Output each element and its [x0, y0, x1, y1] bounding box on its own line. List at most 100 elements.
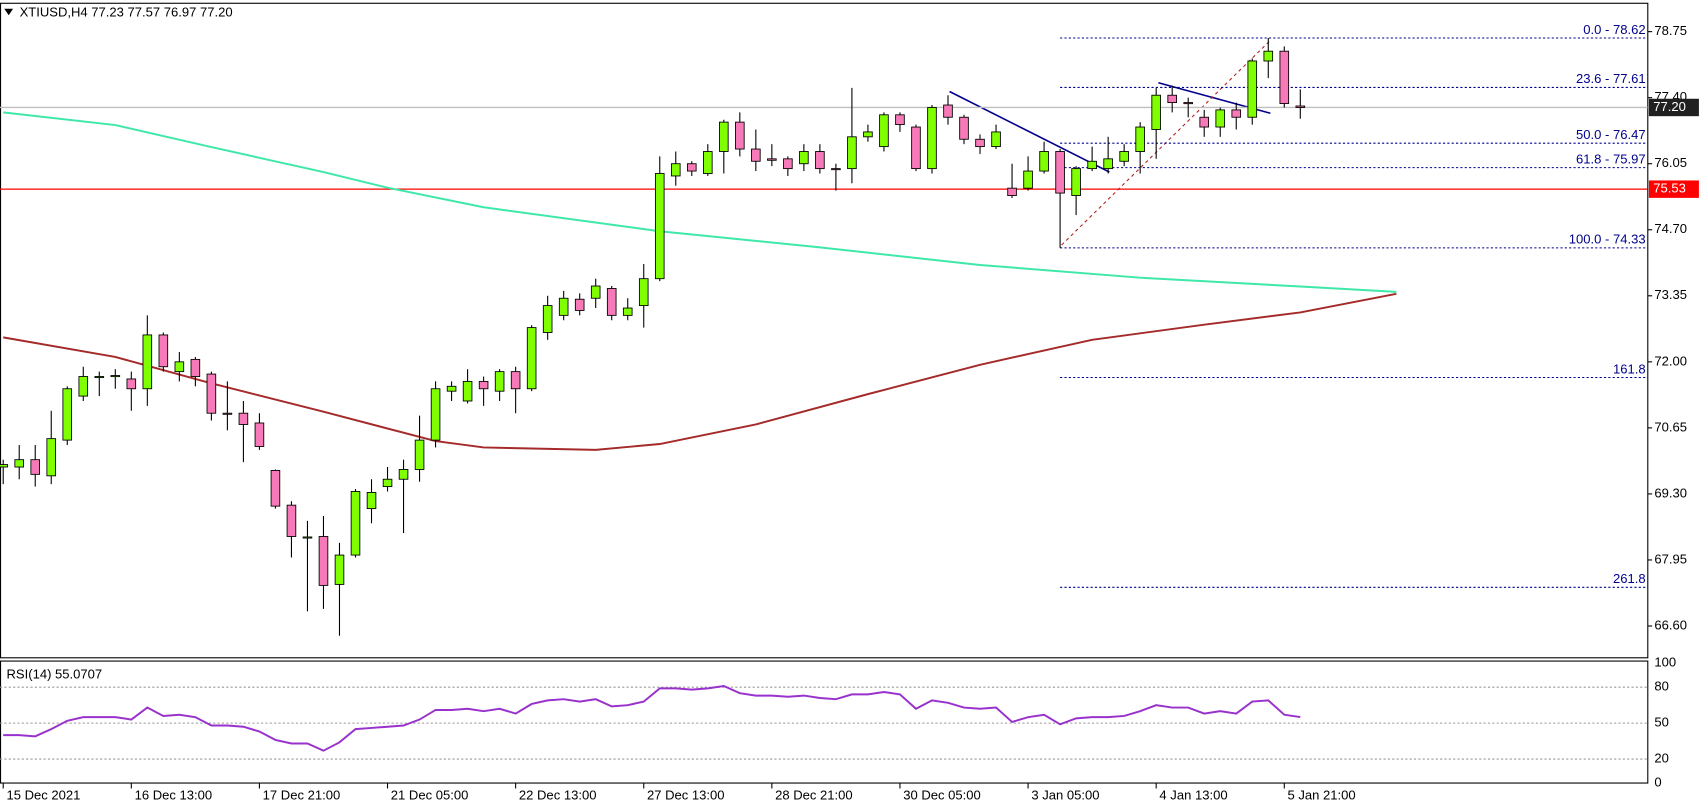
candle-body — [895, 114, 905, 126]
x-tick-label: 22 Dec 13:00 — [519, 788, 597, 803]
rsi-label: RSI(14) 55.0707 — [7, 667, 103, 682]
candle-body — [190, 358, 201, 377]
candle-body — [991, 131, 1001, 148]
x-tick-label: 28 Dec 21:00 — [775, 788, 853, 803]
candle-body — [751, 148, 761, 162]
candle-body — [286, 504, 297, 537]
candle-body — [478, 380, 489, 390]
candle-body — [398, 469, 409, 480]
candle-body — [222, 412, 233, 415]
rsi-plot — [0, 684, 1648, 760]
candle-body — [1247, 60, 1258, 118]
y-tick-label: 70.65 — [1654, 419, 1687, 434]
candle-body — [719, 121, 729, 152]
candle-body — [590, 285, 601, 299]
moving-average — [3, 292, 1397, 451]
candle-body — [1183, 102, 1193, 105]
candle-body — [1007, 187, 1017, 196]
rsi-tick-label: 50 — [1654, 715, 1669, 730]
candle-body — [318, 536, 329, 586]
candle-body — [686, 163, 697, 172]
y-tick-label: 66.60 — [1654, 617, 1687, 632]
x-tick-label: 27 Dec 13:00 — [647, 788, 725, 803]
y-tick-label: 74.70 — [1654, 221, 1687, 236]
candle-body — [654, 173, 665, 280]
candle-body — [446, 385, 457, 392]
y-tick-label: 78.75 — [1654, 23, 1687, 38]
candle-body — [1071, 168, 1081, 196]
x-tick-label: 17 Dec 21:00 — [263, 788, 341, 803]
candle-body — [126, 378, 137, 390]
main-panel — [0, 2, 1649, 659]
candle-body — [1231, 109, 1242, 118]
trendline — [949, 90, 1110, 173]
fib-label: 161.8 — [1613, 361, 1646, 376]
candle-body — [462, 380, 473, 402]
candle-body — [302, 536, 313, 539]
candle-body — [767, 158, 777, 161]
candle-body — [959, 116, 969, 140]
candle-body — [622, 307, 633, 316]
rsi-tick-label: 0 — [1654, 774, 1661, 789]
candle-body — [94, 376, 105, 379]
candle-body — [1055, 151, 1065, 194]
main-plot: 0.0 - 78.62 23.6 - 77.61 50.0 - 76.47 61.8 … — [0, 22, 1648, 636]
axes: 78.7577.4076.0574.7073.3572.0070.6569.30… — [2, 23, 1699, 803]
x-tick-label: 15 Dec 2021 — [6, 788, 80, 803]
candle-body — [670, 163, 681, 177]
y-tick-label: 73.35 — [1654, 287, 1687, 302]
x-tick-label: 4 Jan 13:00 — [1159, 788, 1227, 803]
candle-body — [542, 305, 553, 333]
candle-body — [158, 334, 169, 368]
candle-body — [30, 459, 41, 475]
y-tick-label: 76.05 — [1654, 155, 1687, 170]
candle-body — [110, 375, 121, 378]
candle-body — [510, 371, 521, 390]
candle-body — [1087, 160, 1097, 170]
candle-body — [430, 388, 441, 441]
candle-body — [366, 492, 377, 510]
rsi-tick-label: 100 — [1654, 655, 1676, 670]
candle-body — [1295, 105, 1306, 108]
candle-body — [911, 126, 921, 170]
candle-body — [606, 288, 617, 316]
candle-body — [350, 491, 361, 556]
candle-body — [526, 327, 537, 390]
fib-label: 61.8 - 75.97 — [1576, 151, 1646, 166]
x-tick-label: 3 Jan 05:00 — [1031, 788, 1099, 803]
candle-body — [735, 121, 745, 150]
candle-body — [1135, 126, 1145, 152]
candle-body — [142, 334, 153, 390]
candle-body — [574, 298, 585, 311]
candle-body — [1023, 170, 1033, 189]
candle-body — [494, 371, 505, 392]
candle-body — [14, 459, 25, 468]
candle-body — [382, 478, 393, 488]
rsi-line — [3, 684, 1301, 752]
candle-body — [1119, 151, 1129, 162]
candle-body — [254, 422, 265, 447]
fib-label: 100.0 - 74.33 — [1569, 232, 1646, 247]
candle-body — [927, 107, 937, 170]
y-tick-label: 72.00 — [1654, 353, 1687, 368]
header: XTIUSD,H4 77.23 77.57 76.97 77.20 — [20, 5, 233, 20]
candle-body — [238, 412, 249, 425]
fib-label: 0.0 - 78.62 — [1583, 22, 1645, 37]
x-tick-label: 16 Dec 13:00 — [135, 788, 213, 803]
x-tick-label: 21 Dec 05:00 — [391, 788, 469, 803]
candle-body — [943, 104, 953, 118]
y-tick-label: 67.95 — [1654, 551, 1687, 566]
rsi-tick-label: 20 — [1654, 751, 1669, 766]
candle-body — [46, 438, 57, 477]
candle-body — [799, 151, 809, 165]
candle-body — [863, 131, 873, 138]
candle-body — [703, 151, 713, 174]
candle-body — [0, 464, 8, 468]
candle-body — [174, 361, 185, 373]
price-level-label: 75.53 — [1653, 181, 1686, 196]
candle-body — [270, 470, 281, 507]
fib-label: 50.0 - 76.47 — [1576, 127, 1646, 142]
price-level-label: 77.20 — [1653, 99, 1686, 114]
